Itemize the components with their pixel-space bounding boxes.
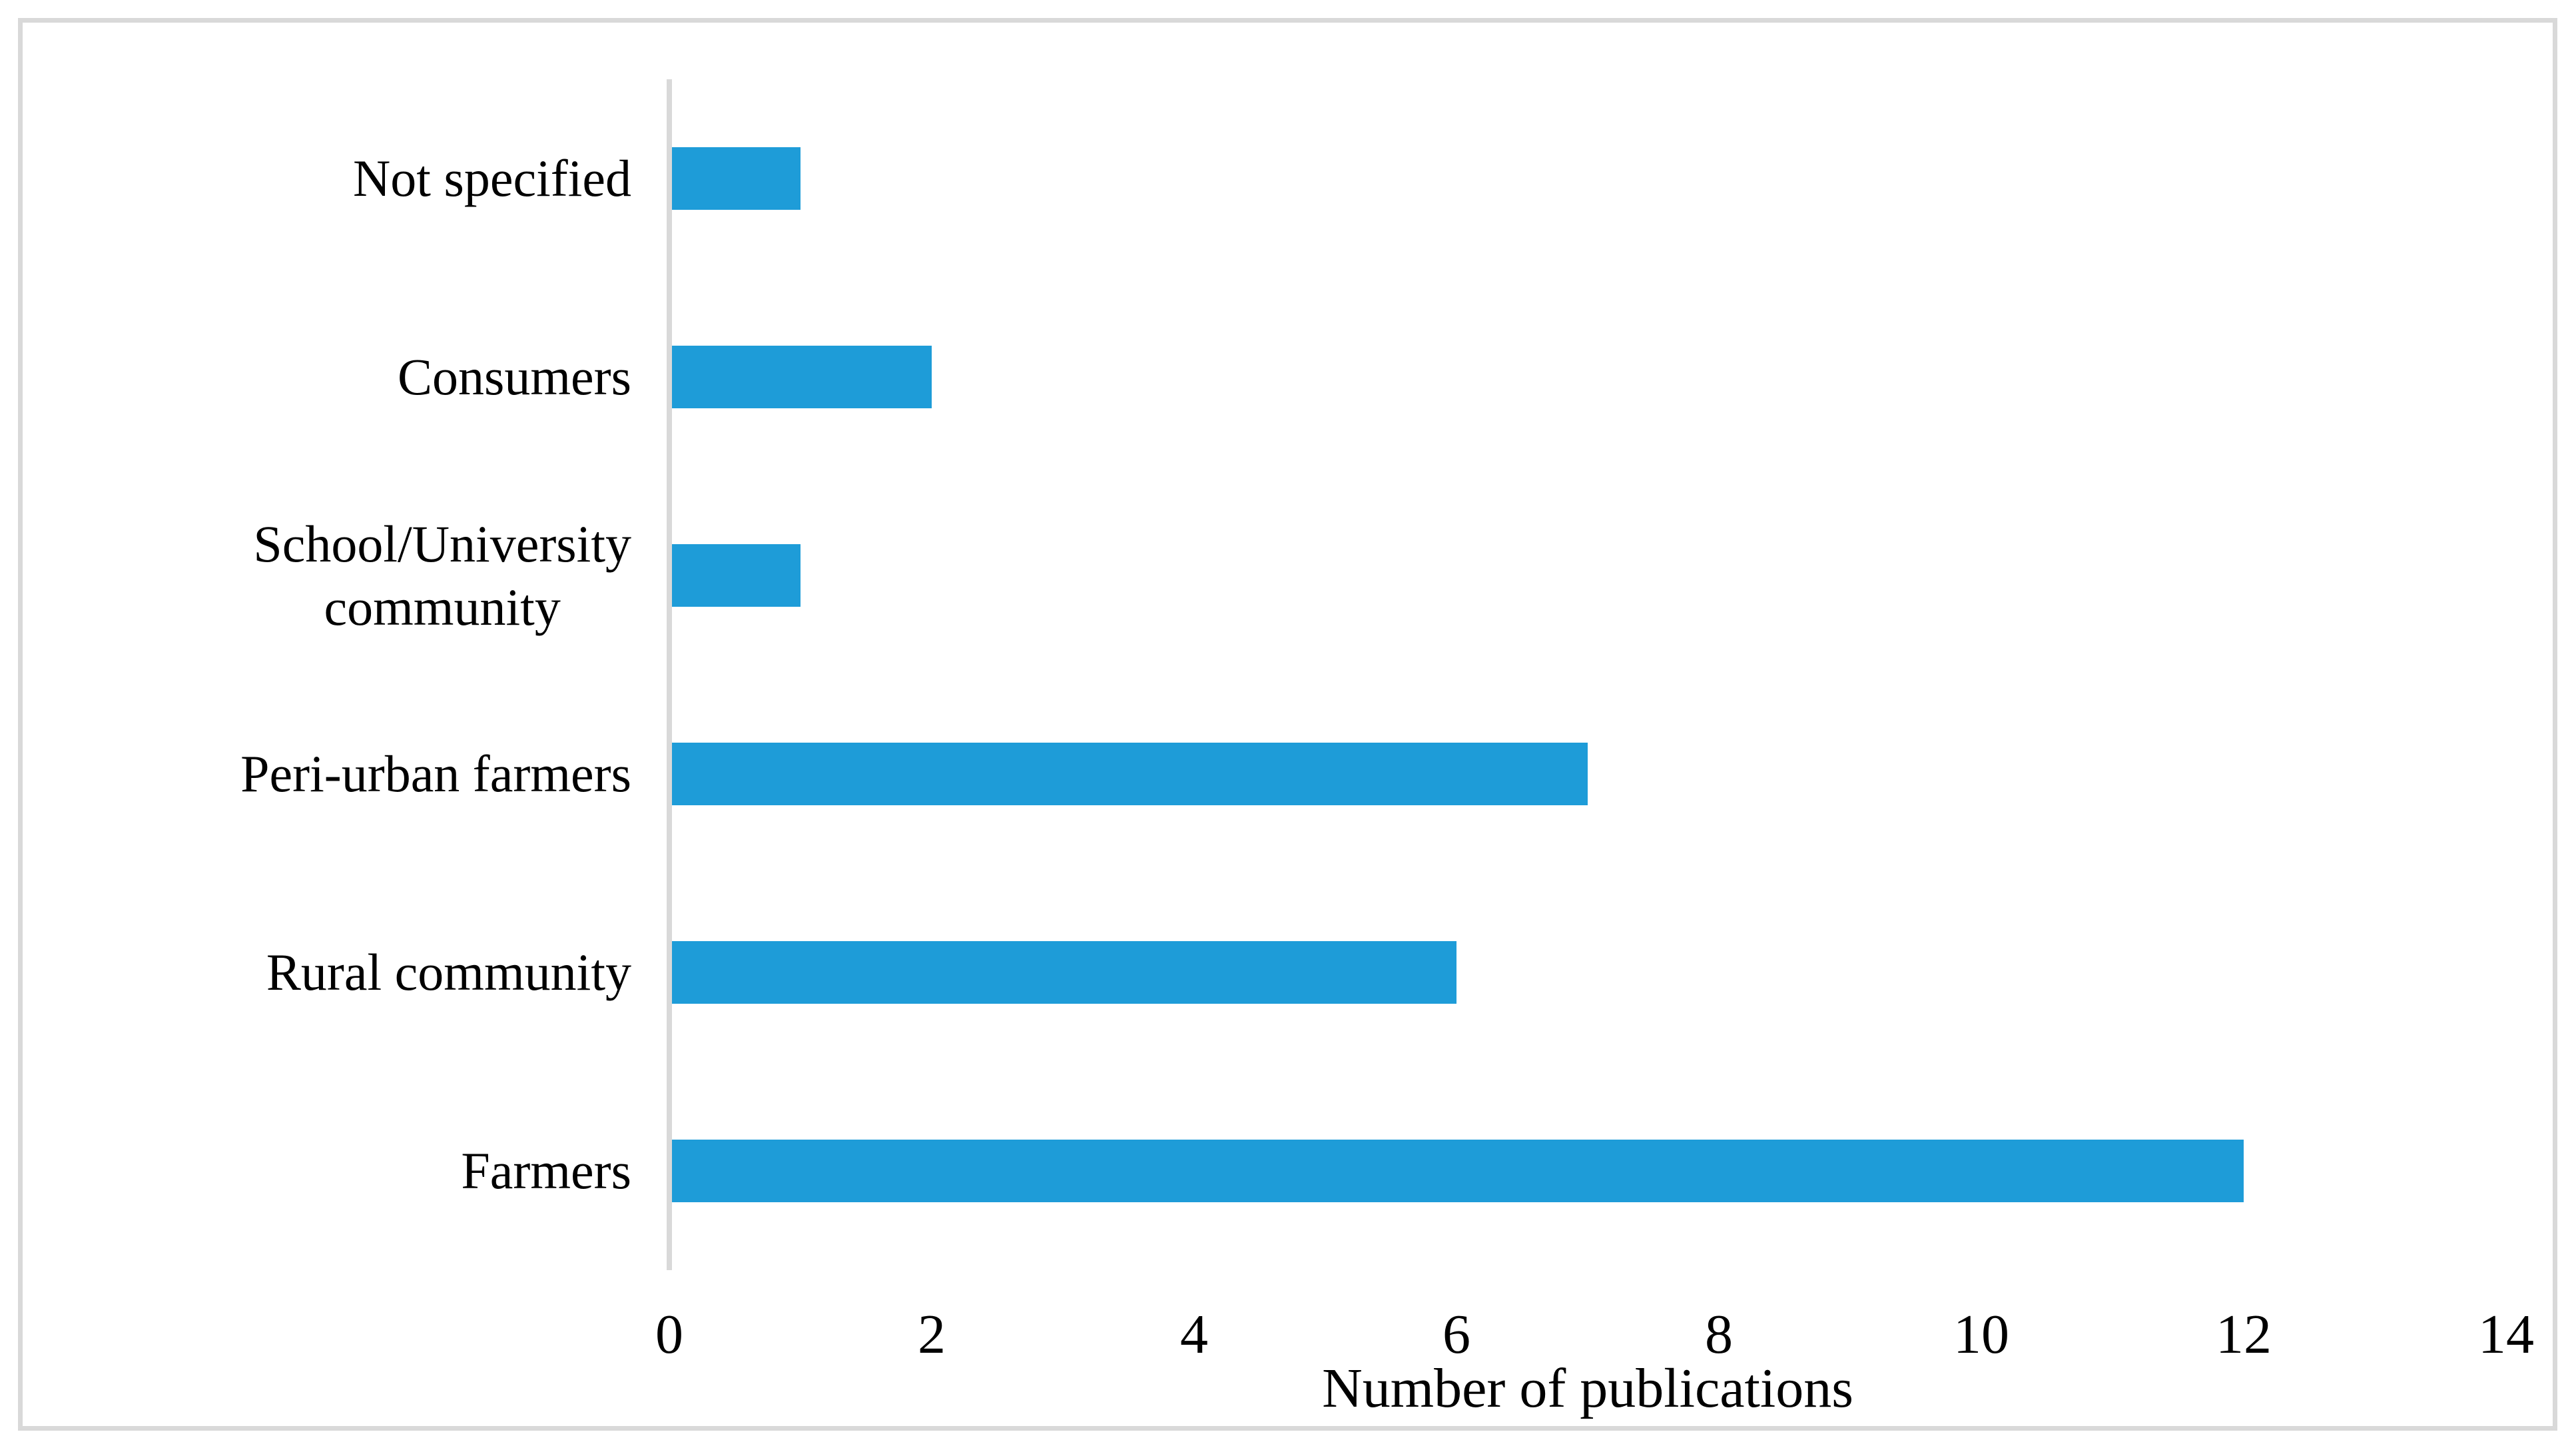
bar (672, 743, 1588, 805)
category-label-row: Peri-urban farmers (27, 675, 631, 873)
value-axis-tick-label: 0 (655, 1303, 683, 1365)
bar (672, 941, 1456, 1004)
category-label-row: Rural community (27, 873, 631, 1072)
category-label: Peri-urban farmers (240, 745, 631, 803)
category-label-row: Not specified (27, 79, 631, 278)
value-axis-tick-label: 12 (2216, 1303, 2272, 1365)
category-label: Farmers (461, 1142, 631, 1200)
category-label: Rural community (266, 943, 631, 1002)
bar (672, 147, 801, 210)
value-axis-title: Number of publications (1322, 1357, 1853, 1419)
value-axis-tick-label: 2 (918, 1303, 946, 1365)
bar (672, 544, 801, 607)
category-label: School/University community (253, 514, 631, 636)
value-axis-tick-label: 8 (1705, 1303, 1733, 1365)
value-axis-tick-label: 6 (1443, 1303, 1470, 1365)
category-label-row: Farmers (27, 1072, 631, 1270)
value-axis-tick-label: 10 (1953, 1303, 2009, 1365)
category-label: Consumers (398, 348, 631, 406)
bar (672, 346, 932, 408)
category-label: Not specified (352, 149, 631, 208)
value-axis-tick-label: 4 (1180, 1303, 1208, 1365)
category-axis-line (667, 79, 672, 1270)
value-axis-tick-label: 14 (2478, 1303, 2534, 1365)
category-label-row: Consumers (27, 278, 631, 476)
bar (672, 1140, 2244, 1202)
category-label-row: School/University community (27, 476, 631, 675)
